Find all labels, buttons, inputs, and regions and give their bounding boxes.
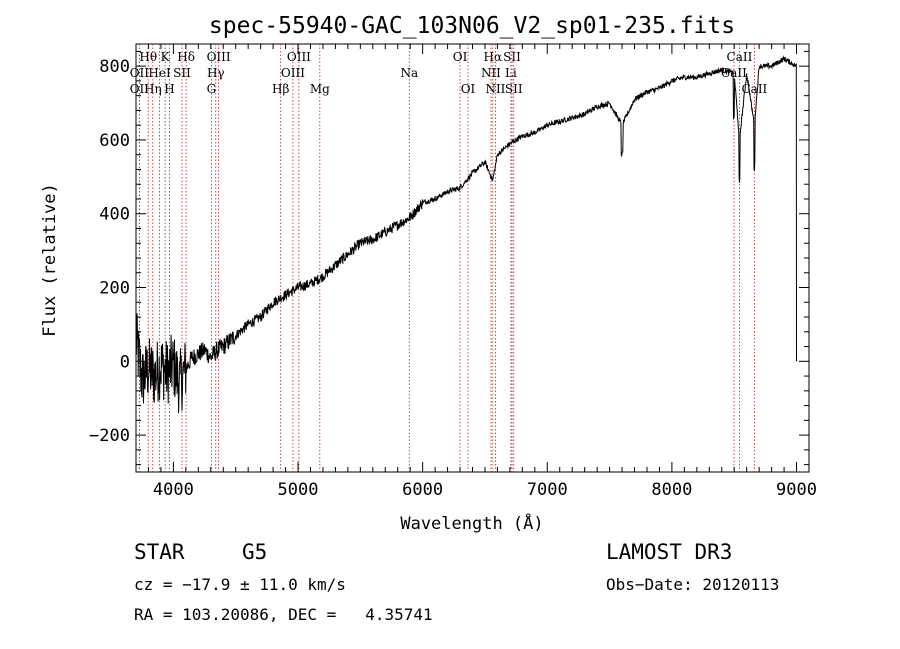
x-tick-label-6000: 6000	[402, 480, 443, 500]
line-label-0: Hθ	[139, 50, 157, 64]
object-subclass: G5	[242, 540, 268, 564]
x-tick-label-4000: 4000	[153, 480, 194, 500]
line-label-24: SII	[505, 82, 523, 96]
survey-name: LAMOST DR3	[606, 540, 733, 564]
redshift-velocity: cz = −17.9 ± 11.0 km/s	[134, 575, 346, 594]
line-label-15: Mg	[310, 82, 330, 96]
line-label-18: OI	[461, 82, 476, 96]
line-label-7: SII	[173, 66, 191, 80]
line-label-27: CaII	[741, 82, 767, 96]
line-label-6: H	[164, 82, 174, 96]
object-class: STAR	[134, 540, 185, 564]
observation-date: Obs−Date: 20120113	[606, 575, 780, 594]
line-label-10: Hγ	[207, 66, 225, 80]
line-label-11: G	[207, 82, 217, 96]
line-label-9: OIII	[207, 50, 231, 64]
line-label-17: OI	[453, 50, 468, 64]
line-label-4: K	[161, 50, 171, 64]
line-label-16: Na	[400, 66, 418, 80]
line-label-2: OII	[130, 82, 150, 96]
y-tick-label-400: 400	[99, 205, 130, 225]
x-tick-label-9000: 9000	[776, 480, 817, 500]
x-tick-label-7000: 7000	[527, 480, 568, 500]
line-label-14: OIII	[287, 50, 311, 64]
x-tick-label-8000: 8000	[651, 480, 692, 500]
x-axis-label: Wavelength (Å)	[400, 512, 543, 534]
chart-title: spec-55940-GAC_103N06_V2_sp01-235.fits	[209, 13, 735, 39]
y-axis-label: Flux (relative)	[40, 183, 60, 337]
y-tick-label-800: 800	[99, 57, 130, 77]
line-label-22: SII	[503, 50, 521, 64]
line-label-13: OIII	[281, 66, 305, 80]
line-label-19: Hα	[484, 50, 503, 64]
line-label-12: Hβ	[272, 82, 289, 96]
y-tick-label-200: 200	[99, 279, 130, 299]
line-label-20: NII	[481, 66, 501, 80]
flux-series-line	[135, 55, 797, 414]
plot-frame	[135, 43, 810, 473]
line-label-5: HeI	[148, 66, 171, 80]
y-tick-label--200: −200	[89, 426, 130, 446]
line-label-8: Hδ	[177, 50, 195, 64]
line-label-3: Hη	[144, 82, 162, 96]
x-tick-label-5000: 5000	[278, 480, 319, 500]
y-tick-label-0: 0	[120, 352, 130, 372]
line-label-25: CaII	[727, 50, 753, 64]
y-tick-label-600: 600	[99, 131, 130, 151]
coordinates: RA = 103.20086, DEC = 4.35741	[134, 605, 433, 624]
line-label-21: NII	[485, 82, 505, 96]
line-label-23: Li	[505, 66, 517, 80]
